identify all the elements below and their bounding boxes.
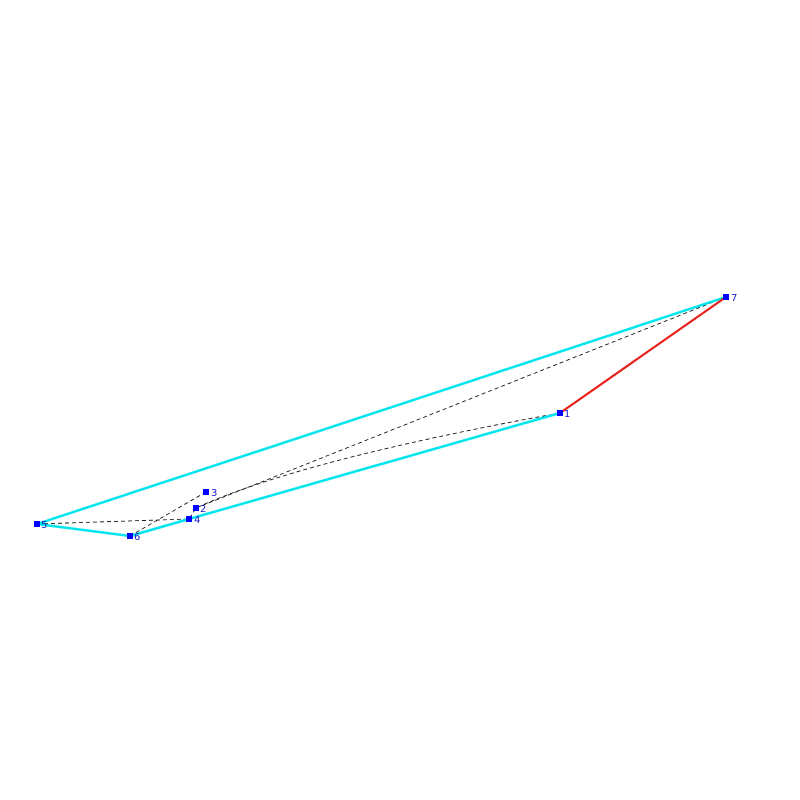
point-label: 3 <box>211 488 217 499</box>
point <box>723 294 729 300</box>
point-label: 5 <box>41 520 47 531</box>
dashed-edge <box>129 491 207 537</box>
point <box>186 516 192 522</box>
point-label: 6 <box>134 532 140 543</box>
point <box>127 533 133 539</box>
hull-edge <box>188 411 561 521</box>
point <box>203 489 209 495</box>
dashed-edge <box>195 296 727 509</box>
hull-edge <box>129 517 190 538</box>
point <box>557 410 563 416</box>
hull-edge <box>36 522 131 538</box>
point <box>34 521 40 527</box>
point-label: 4 <box>194 515 200 526</box>
dashed-edge <box>188 412 561 520</box>
point-label: 7 <box>731 293 737 304</box>
point <box>193 505 199 511</box>
dashed-edge <box>36 518 190 525</box>
hull-edge <box>36 295 727 526</box>
point-label: 2 <box>200 504 206 515</box>
point-label: 1 <box>564 409 570 420</box>
current-edge <box>559 296 727 414</box>
